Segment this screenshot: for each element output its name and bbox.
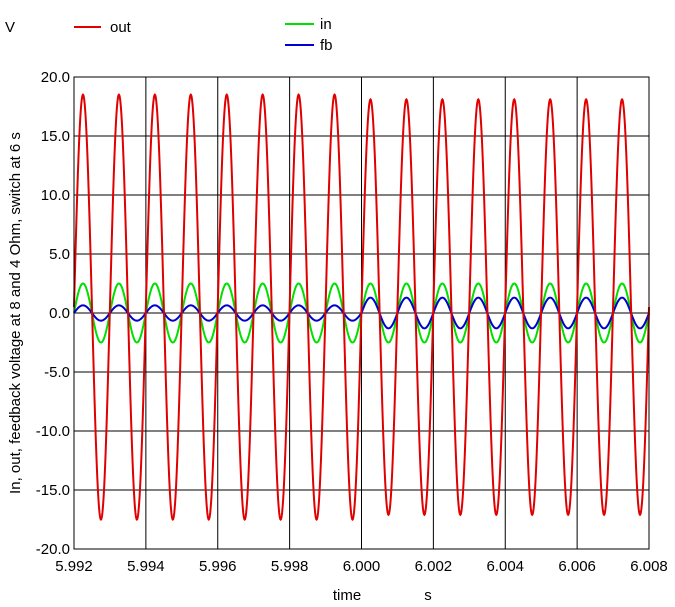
y-tick-label: -20.0	[36, 541, 70, 558]
y-tick-label: -10.0	[36, 423, 70, 440]
y-tick-label: 10.0	[41, 187, 70, 204]
x-tick-label: 6.008	[630, 558, 668, 575]
legend-item-out: out	[74, 19, 132, 36]
legend: out in fb	[74, 16, 333, 54]
x-tick-label: 5.998	[271, 558, 309, 575]
y-tick-label: -15.0	[36, 482, 70, 499]
x-axis-unit: s	[424, 587, 432, 604]
y-tick-label: 0.0	[49, 305, 70, 322]
legend-label-in: in	[320, 16, 332, 33]
plot-frame	[73, 76, 650, 550]
x-tick-label: 5.994	[127, 558, 165, 575]
legend-label-out: out	[110, 19, 132, 36]
x-tick-label: 5.996	[199, 558, 237, 575]
series-line-out	[73, 93, 650, 522]
y-tick-labels: 20.0 15.0 10.0 5.0 0.0 -5.0 -10.0 -15.0 -20.0	[36, 69, 70, 558]
y-tick-label: 5.0	[49, 246, 70, 263]
y-tick-label: 20.0	[41, 69, 70, 86]
x-tick-label: 6.004	[486, 558, 524, 575]
x-tick-label: 6.006	[558, 558, 596, 575]
legend-label-fb: fb	[320, 37, 333, 54]
legend-item-in: in	[285, 16, 332, 33]
y-tick-label: -5.0	[44, 364, 70, 381]
x-tick-label: 5.992	[55, 558, 93, 575]
y-unit-label: V	[5, 19, 15, 36]
legend-item-fb: fb	[285, 37, 333, 54]
series-lines	[73, 93, 650, 522]
x-axis-label: time	[333, 587, 361, 604]
y-axis-label: In, out, feedback voltage at 8 and 4 Ohm…	[7, 132, 24, 494]
x-tick-labels: 5.992 5.994 5.996 5.998 6.000 6.002 6.004 6.006…	[55, 558, 668, 575]
y-tick-label: 15.0	[41, 128, 70, 145]
x-tick-label: 6.002	[415, 558, 453, 575]
x-tick-label: 6.000	[343, 558, 381, 575]
